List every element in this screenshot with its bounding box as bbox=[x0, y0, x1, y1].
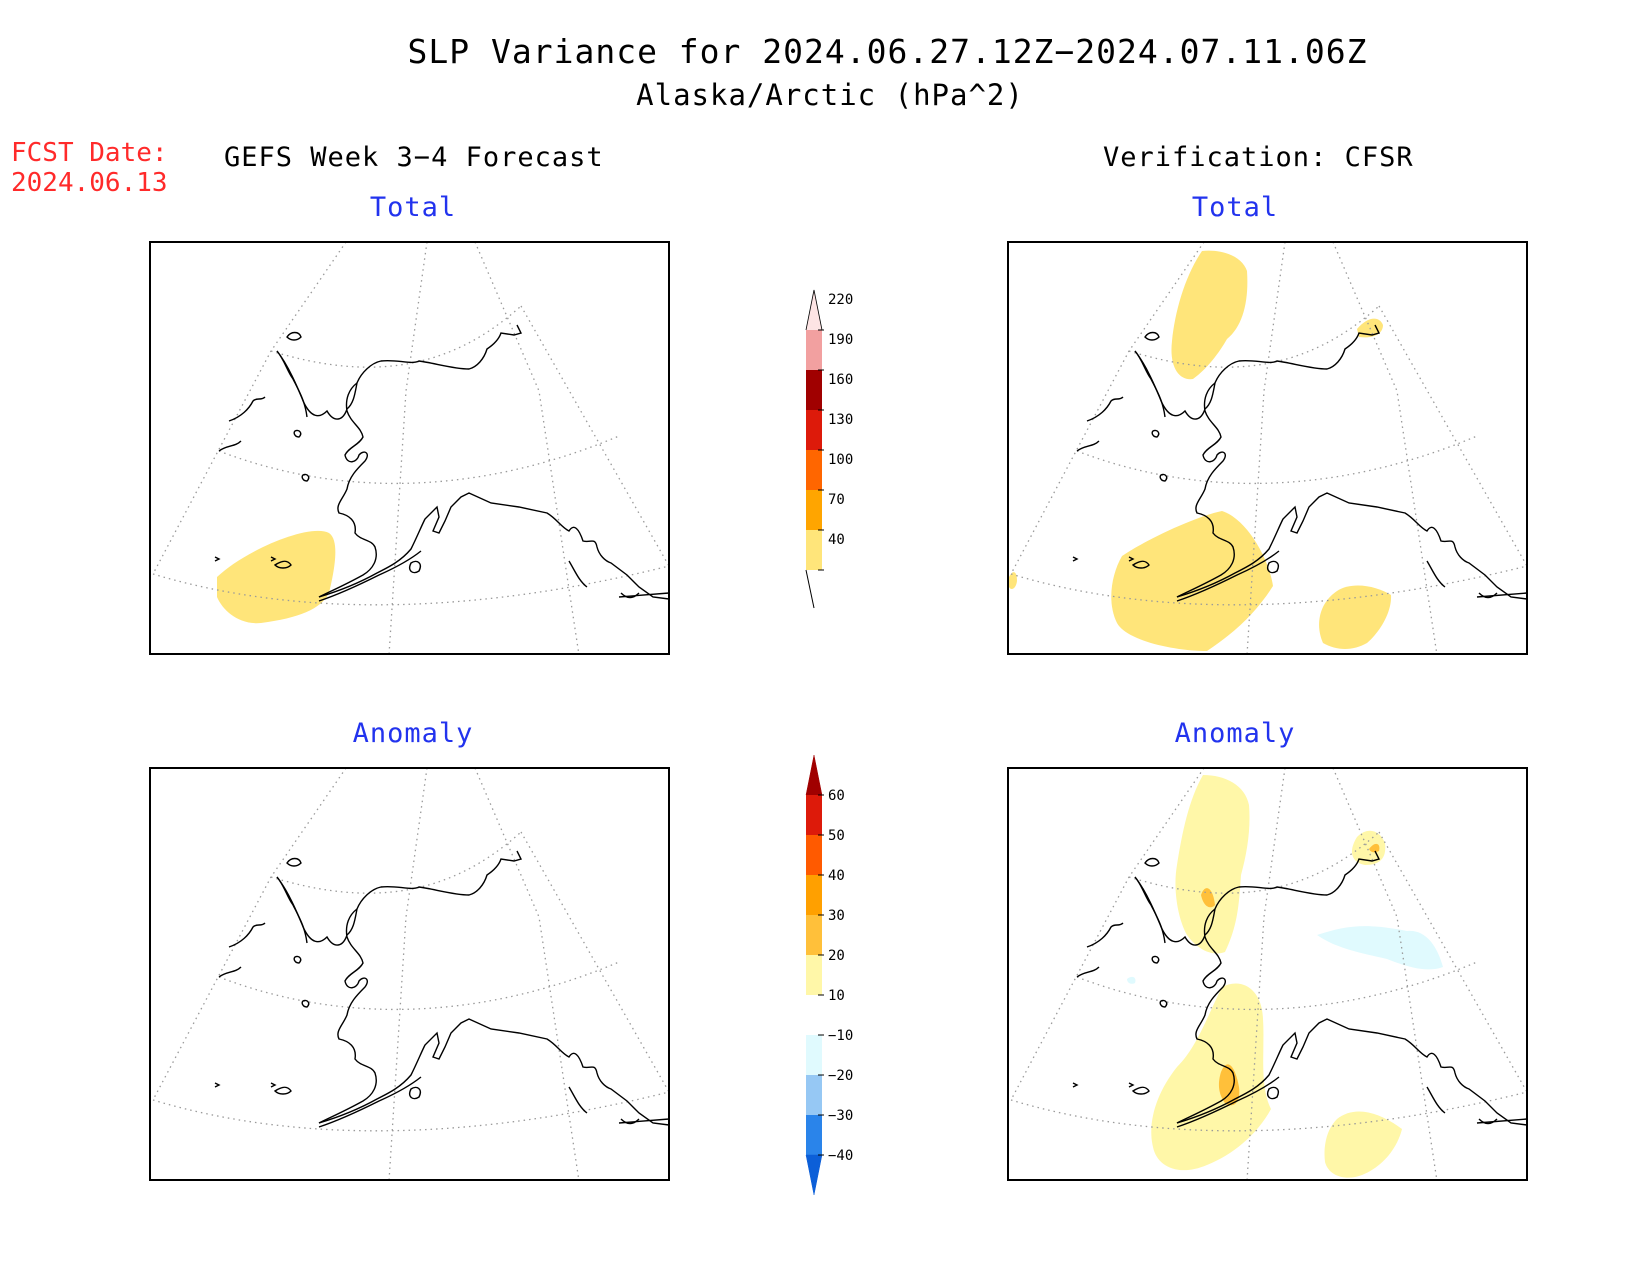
colorbar-segment bbox=[806, 995, 822, 1035]
shade-anom-neg-10-20 bbox=[1317, 926, 1443, 970]
shading-forecast-total bbox=[217, 530, 336, 624]
shade-anom-10-20 bbox=[1324, 1111, 1402, 1178]
shade-total-40-70 bbox=[1171, 250, 1248, 380]
right-column-heading: Verification: CFSR bbox=[1103, 142, 1414, 173]
colorbar-tick-label: −20 bbox=[828, 1068, 853, 1084]
shade-anom-20-30 bbox=[1369, 843, 1380, 853]
colorbar-segment bbox=[806, 955, 822, 995]
shade-total-40-70 bbox=[217, 530, 336, 624]
colorbar-segment bbox=[806, 875, 822, 915]
shade-total-40-70 bbox=[1009, 572, 1017, 589]
colorbar-segment bbox=[806, 530, 822, 570]
colorbar-segment bbox=[806, 1075, 822, 1115]
colorbar-segment bbox=[806, 330, 822, 370]
map-verification-total bbox=[1007, 241, 1528, 655]
figure-subtitle: Alaska/Arctic (hPa^2) bbox=[636, 78, 1024, 112]
colorbar-segment bbox=[805, 1154, 823, 1196]
colorbar-tick-label: 40 bbox=[828, 868, 845, 884]
forecast-date-label: FCST Date: bbox=[11, 138, 168, 168]
shade-anom-neg-10-20 bbox=[1127, 976, 1136, 984]
colorbar-segment bbox=[806, 1035, 822, 1075]
map-frame bbox=[1007, 241, 1528, 655]
map-frame bbox=[149, 241, 670, 655]
colorbar-tick-label: 30 bbox=[828, 908, 845, 924]
colorbar-tick-label: 160 bbox=[828, 372, 853, 388]
panel-title-forecast-anomaly: Anomaly bbox=[352, 718, 474, 749]
colorbar-tick-label: −40 bbox=[828, 1148, 853, 1164]
panel-title-verification-total: Total bbox=[1191, 192, 1279, 223]
shade-anom-10-20 bbox=[1151, 983, 1271, 1171]
colorbar-tick-label: 130 bbox=[828, 412, 853, 428]
colorbar-end-spike bbox=[805, 569, 815, 609]
shade-anom-20-30 bbox=[1218, 1064, 1240, 1106]
colorbar-tick-label: 40 bbox=[828, 532, 845, 548]
shade-anom-20-30 bbox=[1201, 888, 1215, 908]
colorbar-tick-label: 100 bbox=[828, 452, 853, 468]
colorbar-segment bbox=[806, 915, 822, 955]
left-column-heading: GEFS Week 3−4 Forecast bbox=[224, 142, 604, 173]
colorbar-tick-label: 220 bbox=[828, 292, 853, 308]
map-forecast-total bbox=[149, 241, 670, 655]
colorbar-segment bbox=[806, 1115, 822, 1155]
colorbar-tick-label: 70 bbox=[828, 492, 845, 508]
panel-title-verification-anomaly: Anomaly bbox=[1174, 718, 1296, 749]
colorbar-segment bbox=[806, 835, 822, 875]
colorbar-anomaly: −40 −30 −20 −10 10 20 30 40 50 60 bbox=[805, 754, 853, 1196]
colorbar-segment bbox=[806, 490, 822, 530]
figure-title: SLP Variance for 2024.06.27.12Z−2024.07.… bbox=[407, 32, 1368, 71]
colorbar-tick-label: 20 bbox=[828, 948, 845, 964]
shade-total-40-70 bbox=[1319, 585, 1392, 649]
shading-verification-total bbox=[1009, 250, 1392, 651]
panel-title-forecast-total: Total bbox=[369, 192, 457, 223]
colorbar-tick-label: 10 bbox=[828, 988, 845, 1004]
colorbar-tick-label: −10 bbox=[828, 1028, 853, 1044]
colorbar-tick-label: 60 bbox=[828, 788, 845, 804]
colorbar-tick-label: 190 bbox=[828, 332, 853, 348]
shade-total-40-70 bbox=[1111, 511, 1273, 651]
colorbar-segment bbox=[806, 370, 822, 410]
shade-anom-10-20 bbox=[1175, 775, 1250, 954]
shading-verification-anomaly bbox=[1127, 775, 1443, 1178]
colorbar-segment bbox=[806, 795, 822, 835]
map-verification-anomaly bbox=[1007, 767, 1528, 1181]
map-forecast-anomaly bbox=[149, 767, 670, 1181]
colorbar-tick-label: −30 bbox=[828, 1108, 853, 1124]
colorbar-segment bbox=[805, 754, 823, 796]
colorbar-total: 40 70 100 130 160 190 220 bbox=[805, 289, 853, 609]
colorbar-tick-label: 50 bbox=[828, 828, 845, 844]
map-frame bbox=[1007, 767, 1528, 1181]
map-frame bbox=[149, 767, 670, 1181]
forecast-date-value: 2024.06.13 bbox=[11, 168, 168, 198]
colorbar-segment bbox=[806, 450, 822, 490]
colorbar-end-spike bbox=[805, 289, 823, 331]
colorbar-segment bbox=[806, 410, 822, 450]
